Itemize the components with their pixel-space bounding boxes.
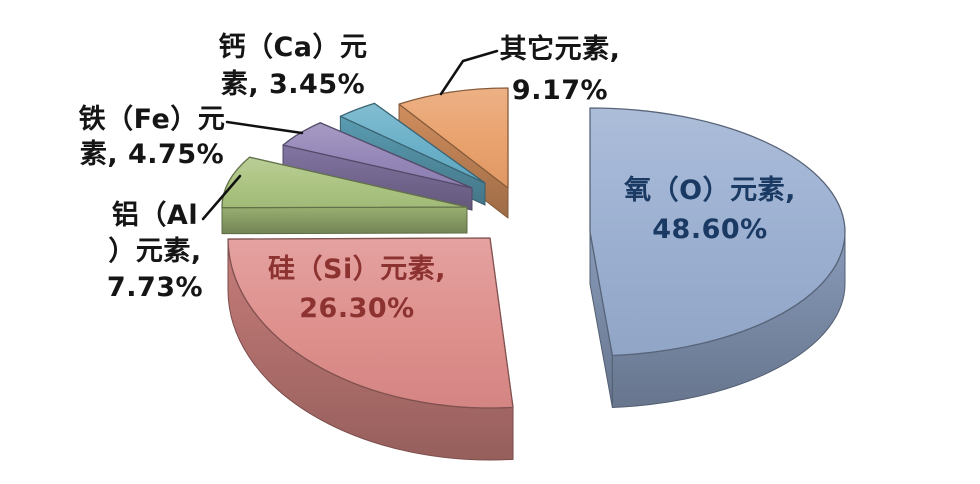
slice-label-line: 48.60% xyxy=(652,214,768,245)
pie-slice-silicon xyxy=(227,237,514,409)
leader-line-other xyxy=(439,49,499,96)
slice-label-iron: 铁（Fe）元 素, 4.75% xyxy=(52,102,252,172)
pie-slice-silicon-group xyxy=(227,237,514,461)
slice-label-other: 其它元素, 9.17% xyxy=(460,29,660,111)
slice-label-line: 氧（O）元素, xyxy=(624,175,796,206)
pie-slice-oxygen-group xyxy=(589,107,846,409)
slice-label-line: 素, 3.45% xyxy=(220,69,366,100)
slice-label-line: 铁（Fe）元 xyxy=(78,104,226,135)
slice-label-line: 7.73% xyxy=(106,272,204,303)
slice-label-line: 9.17% xyxy=(511,75,609,106)
slice-label-aluminum: 铝（Al ）元素, 7.73% xyxy=(60,198,250,306)
slice-label-line: 26.30% xyxy=(299,293,415,324)
slice-label-line: ）元素, xyxy=(108,236,202,267)
slice-label-line: 其它元素, xyxy=(499,34,621,65)
slice-label-line: 素, 4.75% xyxy=(79,139,225,170)
slice-label-silicon: 硅（Si）元素, 26.30% xyxy=(207,250,507,328)
pie-slice-oxygen xyxy=(589,107,846,357)
slice-label-line: 铝（Al xyxy=(111,200,199,231)
slice-label-oxygen: 氧（O）元素, 48.60% xyxy=(560,171,860,249)
pie-slice-aluminum-start-edge-wall xyxy=(221,206,468,235)
slice-label-line: 硅（Si）元素, xyxy=(268,254,446,285)
leader-line-aluminum xyxy=(201,174,242,221)
slice-label-line: 钙（Ca）元 xyxy=(218,32,368,63)
pie-slice-iron-group xyxy=(282,122,473,211)
pie-slice-aluminum xyxy=(221,156,468,209)
pie-slice-other xyxy=(398,87,509,189)
leader-line-iron xyxy=(225,120,304,135)
slice-label-calcium: 钙（Ca）元 素, 3.45% xyxy=(193,29,393,103)
pie-slice-calcium xyxy=(339,102,486,184)
pie-slice-aluminum-group xyxy=(221,156,468,235)
